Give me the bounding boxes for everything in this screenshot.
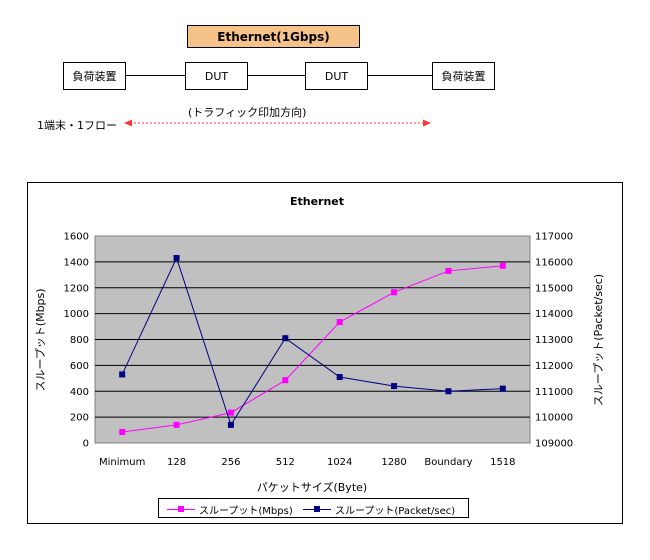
series-1-point: [227, 421, 234, 428]
series-line-0: [122, 265, 503, 433]
y-tick-label: 200: [70, 413, 89, 424]
y-tick-label: 400: [70, 387, 89, 398]
y2-tick-label: 110000: [535, 413, 573, 424]
x-tick-label: 1518: [490, 457, 515, 468]
y2-tick-label: 111000: [535, 387, 573, 398]
x-tick-label: Minimum: [99, 457, 145, 468]
y-tick-label: 1600: [64, 232, 89, 243]
series-1-point: [282, 335, 289, 342]
y-tick-label: 1000: [64, 309, 89, 320]
series-line-1: [121, 256, 503, 427]
y2-tick-label: 115000: [535, 283, 573, 294]
gridlines: [95, 261, 530, 418]
x-axis-title: パケットサイズ(Byte): [257, 480, 367, 494]
series-0-point: [227, 409, 234, 416]
dut-box-2: DUT: [305, 62, 368, 90]
link-header: Ethernet(1Gbps): [187, 25, 360, 48]
series-0-point: [282, 377, 289, 384]
series-0-point: [445, 267, 452, 274]
series-1-point: [336, 374, 343, 381]
legend-label-pps: スループット(Packet/sec): [335, 506, 456, 517]
legend: スループット(Mbps) スループット(Packet/sec): [158, 498, 469, 518]
y-tick-label: 0: [83, 439, 89, 450]
x-tick-label: 1024: [327, 457, 352, 468]
x-tick-label: 512: [276, 457, 295, 468]
series-1-point: [445, 388, 452, 395]
y-tick-label: 1400: [64, 257, 89, 268]
series-1-point: [499, 385, 506, 392]
x-axis-ticks: Minimum 128 256 512 1024 1280 Boundary 1518: [99, 457, 516, 468]
x-tick-label: Boundary: [424, 457, 472, 468]
legend-item-pps: スループット(Packet/sec): [303, 502, 455, 517]
series-1-point: [119, 371, 126, 378]
x-tick-label: 128: [167, 457, 186, 468]
x-tick-label: 1280: [381, 457, 406, 468]
series-group: [119, 254, 506, 436]
series-1-point: [391, 383, 398, 390]
y-tick-label: 600: [70, 361, 89, 372]
y2-axis-ticks: 109000 110000 111000 112000 113000 114000 1150…: [535, 232, 573, 450]
y2-tick-label: 113000: [535, 335, 573, 346]
traffic-direction-label: (トラフィック印加方向): [188, 106, 307, 119]
load-device-right: 負荷装置: [432, 62, 495, 90]
dut-box-1: DUT: [185, 62, 248, 90]
y-tick-label: 800: [70, 335, 89, 346]
y2-tick-label: 112000: [535, 361, 573, 372]
series-1-point: [173, 254, 180, 261]
link-line-2: [247, 75, 306, 76]
y2-tick-label: 117000: [535, 232, 573, 243]
link-line-3: [367, 75, 433, 76]
series-0-point: [336, 319, 343, 326]
chart-title: Ethernet: [290, 195, 344, 208]
series-0-point: [119, 429, 126, 436]
y2-tick-label: 116000: [535, 257, 573, 268]
series-0-point: [173, 421, 180, 428]
y2-tick-label: 114000: [535, 309, 573, 320]
legend-item-mbps: スループット(Mbps): [167, 502, 293, 517]
x-tick-label: 256: [221, 457, 240, 468]
legend-swatch-pps: [303, 505, 331, 515]
series-0-point: [499, 262, 506, 269]
y-tick-label: 1200: [64, 283, 89, 294]
terminal-flow-label: 1端末・1フロー: [37, 119, 117, 132]
y2-axis-title: スループット(Packet/sec): [592, 274, 605, 406]
y2-tick-label: 109000: [535, 439, 573, 450]
series-0-point: [391, 289, 398, 296]
y-axis-ticks: 0 200 400 600 800 1000 1200 1400 1600: [64, 232, 89, 450]
link-line-1: [125, 75, 186, 76]
legend-label-mbps: スループット(Mbps): [199, 506, 293, 517]
load-device-left: 負荷装置: [63, 62, 126, 90]
legend-swatch-mbps: [167, 505, 195, 515]
y-axis-title: スループット(Mbps): [34, 288, 47, 391]
